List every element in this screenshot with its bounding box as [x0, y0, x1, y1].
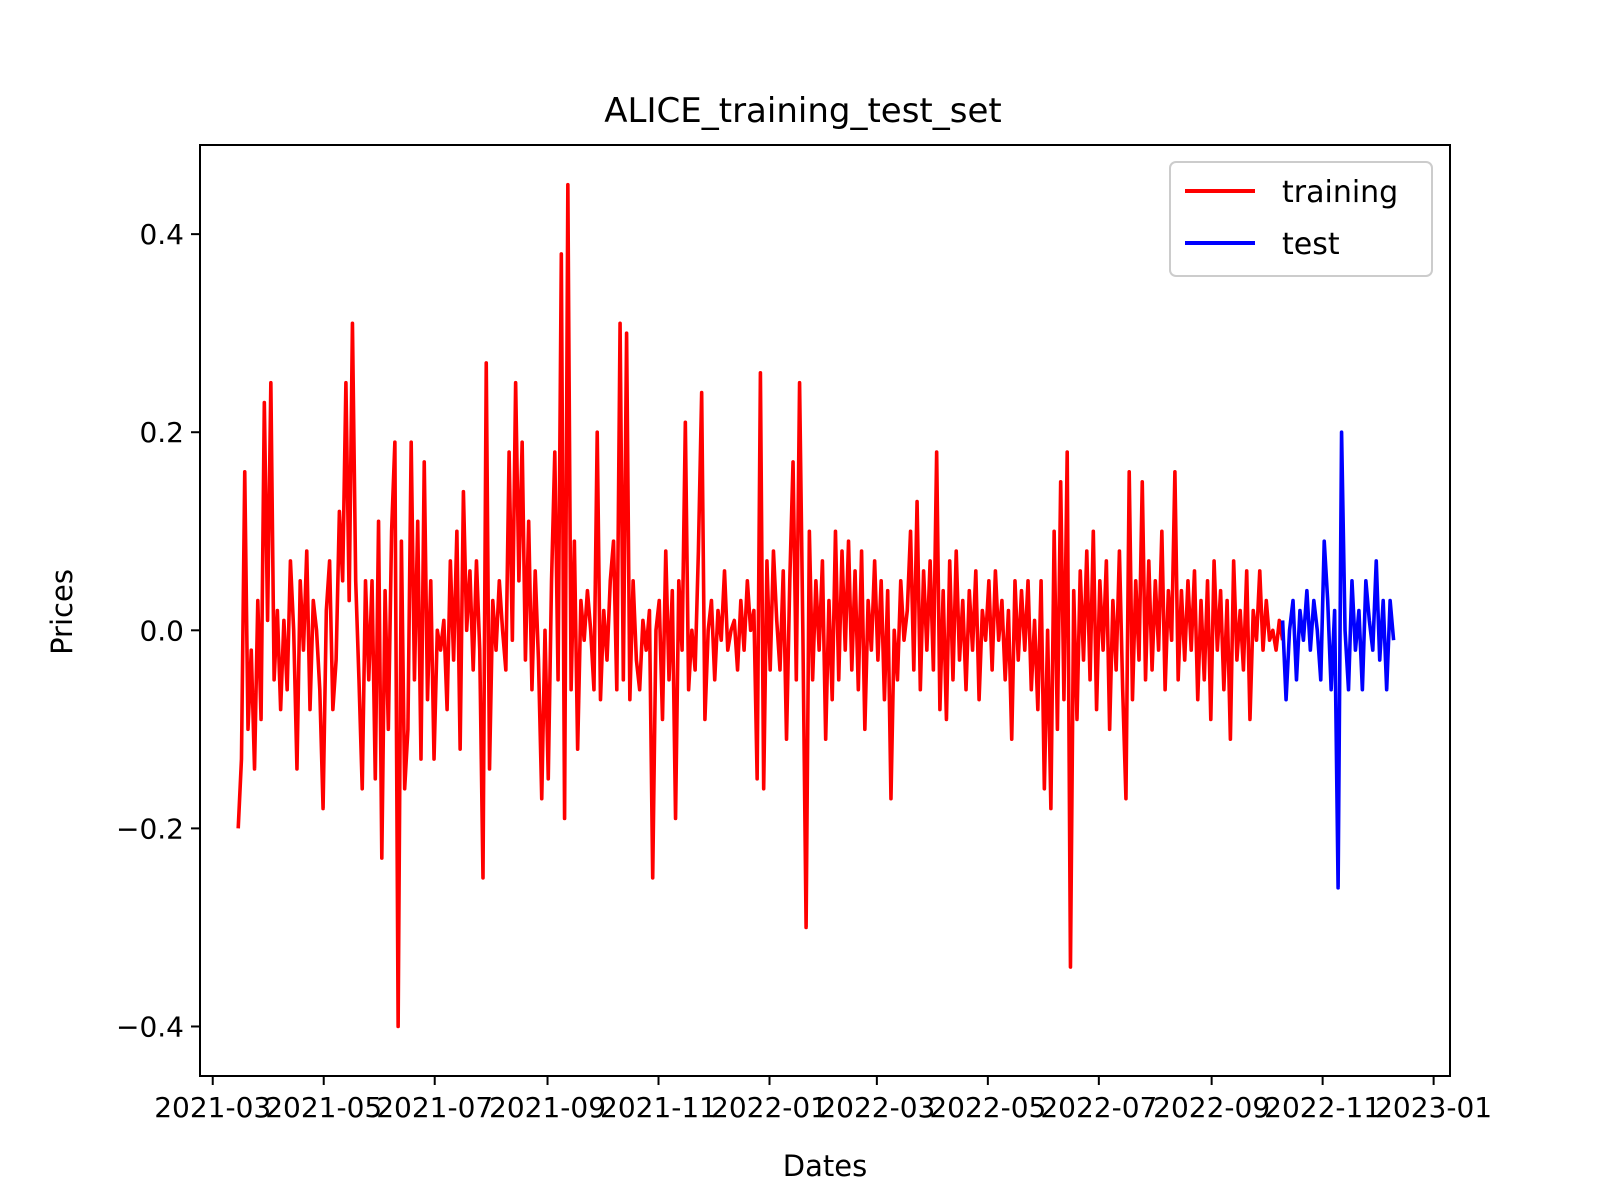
- legend-label-test: test: [1282, 227, 1340, 262]
- x-axis: 2021-032021-052021-072021-092021-112022-…: [154, 1076, 1492, 1124]
- x-tick-label: 2021-03: [154, 1091, 271, 1124]
- legend: training test: [1169, 161, 1433, 277]
- x-tick-label: 2022-05: [929, 1091, 1046, 1124]
- y-axis-title: Prices: [45, 569, 79, 655]
- x-tick-label: 2021-09: [489, 1091, 606, 1124]
- y-tick-label: 0.4: [139, 218, 184, 251]
- y-tick-label: 0.2: [139, 416, 184, 449]
- x-tick-label: 2021-11: [600, 1091, 717, 1124]
- x-tick-label: 2021-07: [376, 1091, 493, 1124]
- series-line-test: [1280, 430, 1396, 890]
- x-tick-label: 2023-01: [1375, 1091, 1492, 1124]
- y-tick-label: 0.0: [139, 614, 184, 647]
- x-tick-label: 2022-09: [1153, 1091, 1270, 1124]
- legend-label-training: training: [1282, 175, 1398, 210]
- x-tick-label: 2022-11: [1264, 1091, 1381, 1124]
- series-line-training: [236, 182, 1285, 1029]
- x-tick-label: 2022-01: [711, 1091, 828, 1124]
- chart-title: ALICE_training_test_set: [604, 91, 1001, 131]
- plot-area: [236, 182, 1396, 1029]
- x-tick-label: 2022-03: [818, 1091, 935, 1124]
- axes-frame: [199, 144, 1451, 1077]
- y-tick-label: −0.2: [116, 812, 184, 845]
- y-axis: −0.4 −0.2 0.0 0.2 0.4: [116, 218, 200, 1043]
- x-tick-label: 2021-05: [265, 1091, 382, 1124]
- x-axis-title: Dates: [783, 1149, 867, 1183]
- y-tick-label: −0.4: [116, 1010, 184, 1043]
- x-tick-label: 2022-07: [1040, 1091, 1157, 1124]
